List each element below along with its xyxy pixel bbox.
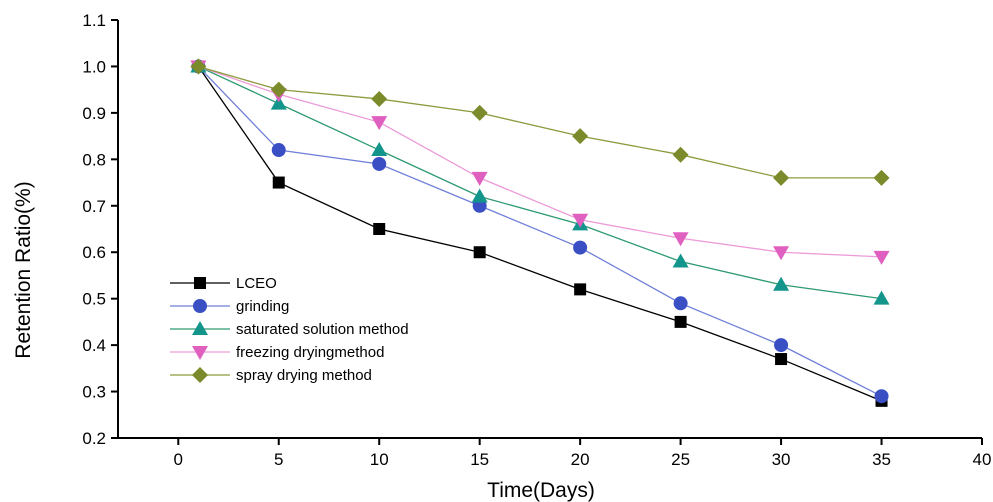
- data-point: [471, 104, 488, 121]
- data-point: [572, 213, 589, 228]
- legend-item: freezing dryingmethod: [170, 344, 384, 361]
- y-tick-label: 0.8: [82, 150, 106, 169]
- legend-label: spray drying method: [236, 367, 372, 384]
- legend: LCEO grinding saturated solution method fre…: [170, 275, 409, 384]
- legend-item: LCEO: [170, 275, 277, 292]
- y-tick-label: 0.7: [82, 197, 106, 216]
- y-tick-label: 0.2: [82, 429, 106, 448]
- data-point: [674, 315, 687, 328]
- x-tick-label: 5: [274, 450, 283, 469]
- data-point: [873, 250, 890, 265]
- series-saturated-solution-method: [190, 58, 890, 305]
- data-point: [873, 169, 890, 186]
- y-tick-label: 0.9: [82, 104, 106, 123]
- data-point: [773, 246, 790, 261]
- data-point: [873, 290, 890, 305]
- x-axis-title: Time(Days): [487, 479, 595, 502]
- legend-label: LCEO: [236, 275, 277, 292]
- series-layer: [190, 58, 890, 407]
- series-spray-drying-method: [190, 58, 890, 186]
- y-tick-label: 1.1: [82, 11, 106, 30]
- legend-label: saturated solution method: [236, 321, 409, 338]
- legend-marker: [192, 321, 208, 335]
- legend-item: spray drying method: [170, 367, 372, 384]
- data-point: [371, 142, 388, 157]
- data-point: [874, 389, 889, 404]
- legend-item: grinding: [170, 298, 289, 315]
- x-tick-label: 25: [671, 450, 690, 469]
- data-point: [190, 58, 207, 75]
- legend-marker: [192, 346, 208, 360]
- data-point: [372, 156, 387, 171]
- data-point: [672, 146, 689, 163]
- x-tick-label: 30: [772, 450, 791, 469]
- data-point: [573, 240, 588, 255]
- data-point: [471, 171, 488, 186]
- data-point: [572, 128, 589, 145]
- x-tick-label: 20: [571, 450, 590, 469]
- data-point: [574, 283, 587, 296]
- data-point: [774, 338, 789, 353]
- data-point: [270, 95, 287, 110]
- y-tick-label: 0.4: [82, 336, 106, 355]
- legend-label: grinding: [236, 298, 289, 315]
- data-point: [773, 169, 790, 186]
- y-tick-label: 1.0: [82, 57, 106, 76]
- data-point: [773, 276, 790, 291]
- legend-item: saturated solution method: [170, 321, 409, 338]
- data-point: [471, 188, 488, 203]
- x-tick-label: 15: [470, 450, 489, 469]
- data-point: [371, 116, 388, 131]
- data-point: [373, 223, 386, 235]
- x-tick-label: 35: [872, 450, 891, 469]
- data-point: [473, 246, 486, 259]
- series-line: [197, 66, 882, 402]
- data-point: [271, 143, 286, 158]
- series-line: [198, 65, 882, 300]
- data-point: [673, 296, 688, 311]
- axes: 0 5 10 15 20 25 30 35 40 0.2 0.3 0.4 0.5 0.6 0.7 0.8 0.9…: [82, 11, 991, 469]
- data-point: [270, 81, 287, 98]
- series-line: [197, 65, 882, 397]
- y-axis-title: Retention Ratio(%): [12, 181, 35, 358]
- data-point: [272, 176, 285, 189]
- legend-marker: [192, 367, 208, 383]
- data-point: [672, 253, 689, 268]
- y-tick-label: 0.6: [82, 243, 106, 262]
- y-tick-label: 0.3: [82, 383, 106, 402]
- x-tick-label: 10: [370, 450, 389, 469]
- x-tick-label: 0: [174, 450, 183, 469]
- legend-marker: [194, 277, 206, 289]
- legend-label: freezing dryingmethod: [236, 344, 384, 361]
- legend-marker: [193, 299, 207, 313]
- y-tick-label: 0.5: [82, 290, 106, 309]
- data-point: [775, 353, 788, 366]
- series-line: [198, 65, 882, 179]
- data-point: [672, 232, 689, 247]
- x-tick-label: 40: [973, 450, 992, 469]
- data-point: [371, 90, 388, 107]
- series-line: [198, 65, 882, 258]
